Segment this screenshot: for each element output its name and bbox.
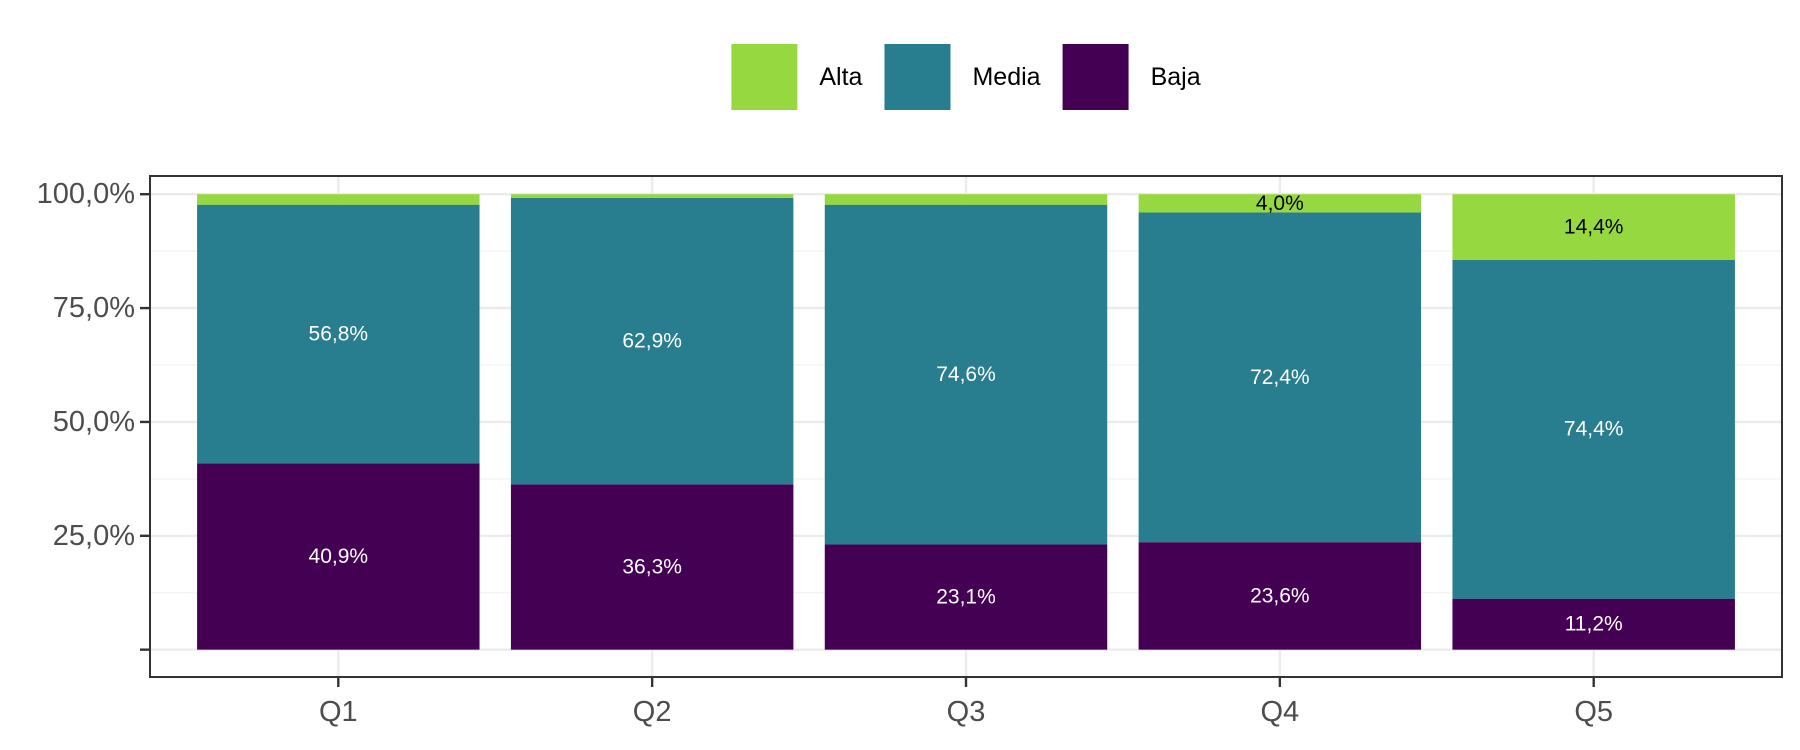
bar-baja-q4	[1138, 542, 1422, 650]
legend-label-baja: Baja	[1151, 63, 1201, 91]
legend-key-alta	[731, 44, 798, 110]
bar-media-q1	[197, 204, 480, 464]
y-tick-label: 75,0%	[53, 292, 135, 324]
data-label-baja-q2: 36,3%	[622, 556, 682, 579]
bar-baja-q3	[824, 544, 1108, 650]
x-axis: Q1 Q2 Q3 Q4 Q5	[319, 677, 1613, 728]
data-label-media-q1: 56,8%	[309, 323, 369, 346]
x-tick-label: Q1	[319, 696, 358, 728]
y-tick-label: 25,0%	[53, 520, 135, 552]
bars	[197, 194, 1735, 650]
bar-baja-q1	[197, 463, 480, 650]
data-label-media-q5: 74,4%	[1564, 418, 1624, 441]
y-tick-label: 100,0%	[37, 178, 135, 210]
x-tick-label: Q3	[947, 696, 986, 728]
y-axis: 25,0% 50,0% 75,0% 100,0%	[37, 178, 150, 651]
data-label-media-q2: 62,9%	[622, 330, 682, 353]
bar-labels: 40,9% 56,8% 36,3% 62,9% 23,1% 74,6% 23,6% 72,4%…	[309, 192, 1624, 636]
bar-alta-q4	[1138, 194, 1422, 213]
data-label-media-q3: 74,6%	[936, 363, 996, 386]
legend: Alta Media Baja	[731, 44, 1201, 110]
bar-alta-q3	[824, 194, 1108, 205]
bar-media-q2	[510, 197, 794, 485]
data-label-media-q4: 72,4%	[1250, 366, 1310, 389]
bar-alta-q2	[510, 194, 794, 198]
bar-media-q3	[824, 204, 1108, 545]
bar-baja-q2	[510, 484, 794, 650]
bar-media-q5	[1452, 259, 1735, 599]
data-label-baja-q5: 11,2%	[1565, 613, 1623, 636]
x-tick-label: Q2	[633, 696, 672, 728]
bar-alta-q5	[1452, 194, 1735, 260]
legend-key-baja	[1062, 44, 1129, 110]
x-tick-label: Q5	[1574, 696, 1613, 728]
legend-key-media	[884, 44, 951, 110]
data-label-baja-q1: 40,9%	[309, 545, 369, 568]
data-label-alta-q4: 4,0%	[1256, 192, 1304, 215]
legend-label-media: Media	[972, 63, 1040, 91]
data-label-alta-q5: 14,4%	[1564, 216, 1624, 239]
x-tick-label: Q4	[1261, 696, 1300, 728]
data-label-baja-q4: 23,6%	[1250, 584, 1310, 607]
bar-baja-q5	[1452, 598, 1735, 650]
data-label-baja-q3: 23,1%	[936, 586, 996, 609]
bar-media-q4	[1138, 212, 1422, 543]
legend-label-alta: Alta	[819, 63, 862, 91]
y-tick-label: 50,0%	[53, 406, 135, 438]
bar-alta-q1	[197, 194, 480, 205]
